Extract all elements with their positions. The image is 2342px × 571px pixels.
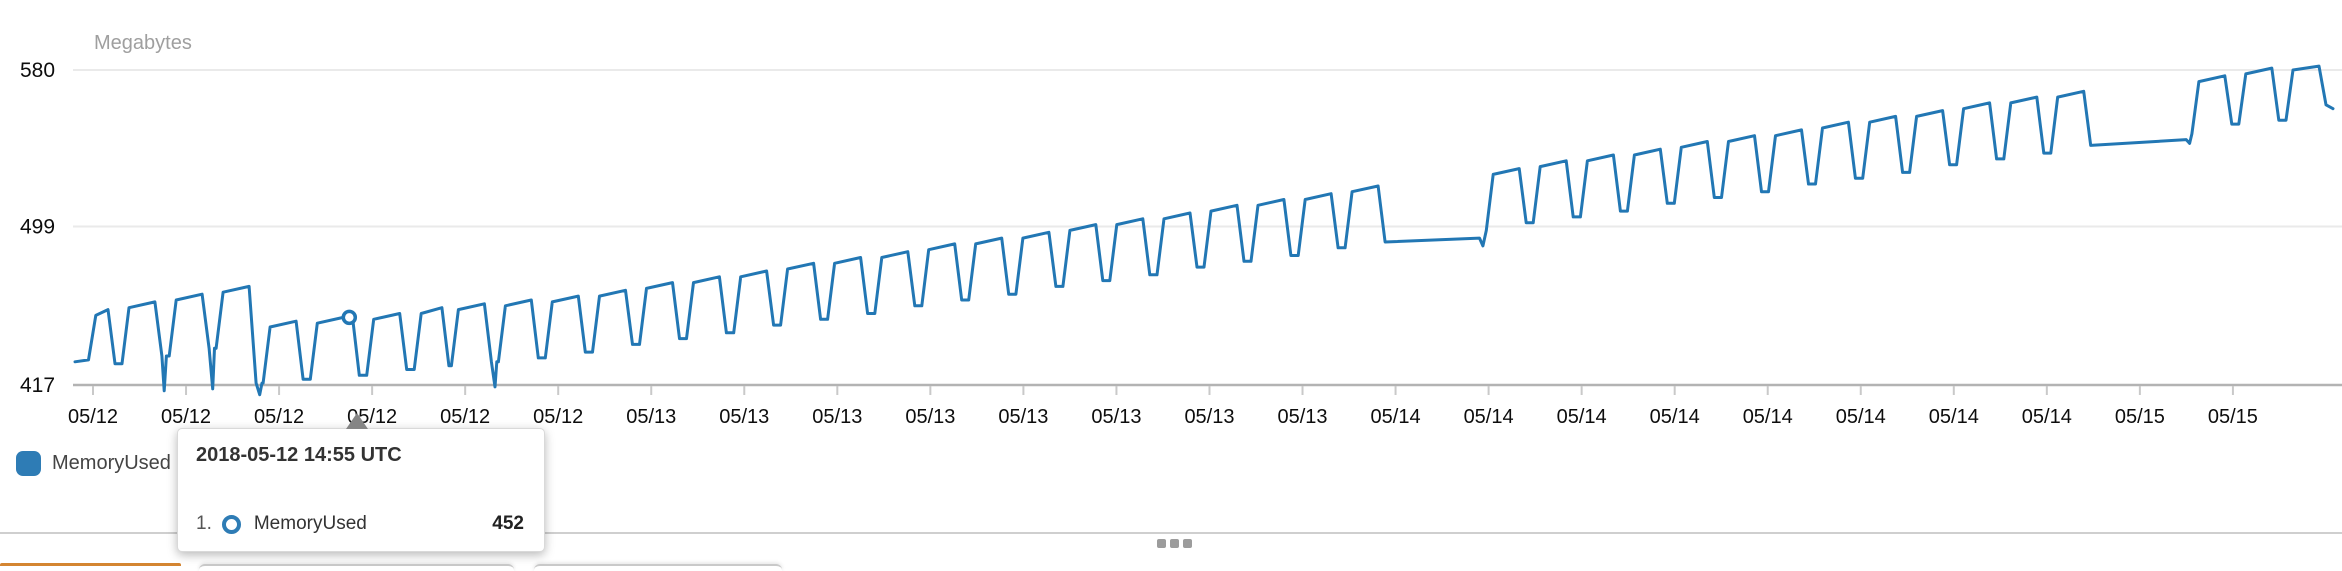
series-ring-icon	[221, 514, 241, 534]
tooltip-series-row: 1. MemoryUsed 452	[196, 513, 524, 535]
tooltip-row-index: 1.	[196, 513, 212, 534]
bottom-card-peek[interactable]	[534, 564, 782, 571]
grip-dot-icon	[1183, 539, 1192, 548]
y-axis-labels: 580 499 417	[20, 59, 55, 397]
x-axis-tick-label: 05/14	[1836, 406, 1886, 428]
x-axis-tick-label: 05/12	[254, 406, 304, 428]
y-axis-tick-label: 499	[20, 216, 55, 239]
x-axis-tick-label: 05/14	[2022, 406, 2072, 428]
section-divider	[0, 532, 2342, 534]
legend-color-swatch	[16, 451, 41, 476]
grip-dot-icon	[1157, 539, 1166, 548]
x-axis-tick-label: 05/14	[1650, 406, 1700, 428]
x-axis-tick-label: 05/14	[1371, 406, 1421, 428]
legend: MemoryUsed	[16, 451, 171, 476]
tooltip-arrow-up-icon	[346, 413, 368, 429]
legend-item-memory-used[interactable]: MemoryUsed	[16, 451, 171, 476]
tooltip-timestamp: 2018-05-12 14:55 UTC	[196, 444, 402, 466]
x-axis-tick-label: 05/14	[1557, 406, 1607, 428]
y-gridlines	[73, 69, 2342, 387]
x-axis-tick-label: 05/14	[1929, 406, 1979, 428]
x-axis-tick-label: 05/15	[2115, 406, 2165, 428]
x-axis-tick-label: 05/12	[440, 406, 490, 428]
x-axis-tick-label: 05/13	[998, 406, 1048, 428]
x-axis-tick-label: 05/13	[1184, 406, 1234, 428]
x-axis-tick-label: 05/12	[533, 406, 583, 428]
legend-label: MemoryUsed	[52, 452, 171, 474]
tooltip-series-name: MemoryUsed	[253, 513, 367, 534]
y-axis-tick-label: 580	[20, 59, 55, 82]
bottom-card-active-peek[interactable]	[0, 563, 181, 571]
x-axis-tick-label: 05/14	[1464, 406, 1514, 428]
y-axis-unit-label: Megabytes	[94, 32, 192, 54]
resize-grip[interactable]	[1157, 539, 1192, 548]
x-axis-tick-label: 05/13	[1277, 406, 1327, 428]
hover-tooltip: 2018-05-12 14:55 UTC 1. MemoryUsed 452	[177, 413, 545, 552]
x-axis-tick-label: 05/13	[905, 406, 955, 428]
x-axis-tick-label: 05/14	[1743, 406, 1793, 428]
x-axis-tick-label: 05/13	[1091, 406, 1141, 428]
y-axis-tick-label: 417	[20, 374, 55, 397]
x-axis-tick-label: 05/12	[161, 406, 211, 428]
x-axis-tick-label: 05/13	[812, 406, 862, 428]
grip-dot-icon	[1170, 539, 1179, 548]
x-axis-labels: 05/12 05/12 05/12 05/12 05/12 05/12 05/13 05/13…	[68, 406, 2258, 428]
tooltip-series-value: 452	[492, 513, 524, 534]
x-axis-tick-label: 05/12	[68, 406, 118, 428]
bottom-card-peek[interactable]	[199, 564, 514, 571]
memory-used-series-line	[73, 64, 2335, 397]
x-axis-tick-label: 05/13	[719, 406, 769, 428]
hover-point-marker	[341, 309, 358, 326]
x-axis-ticks	[92, 386, 2234, 395]
x-axis-tick-label: 05/15	[2208, 406, 2258, 428]
x-axis-tick-label: 05/13	[626, 406, 676, 428]
